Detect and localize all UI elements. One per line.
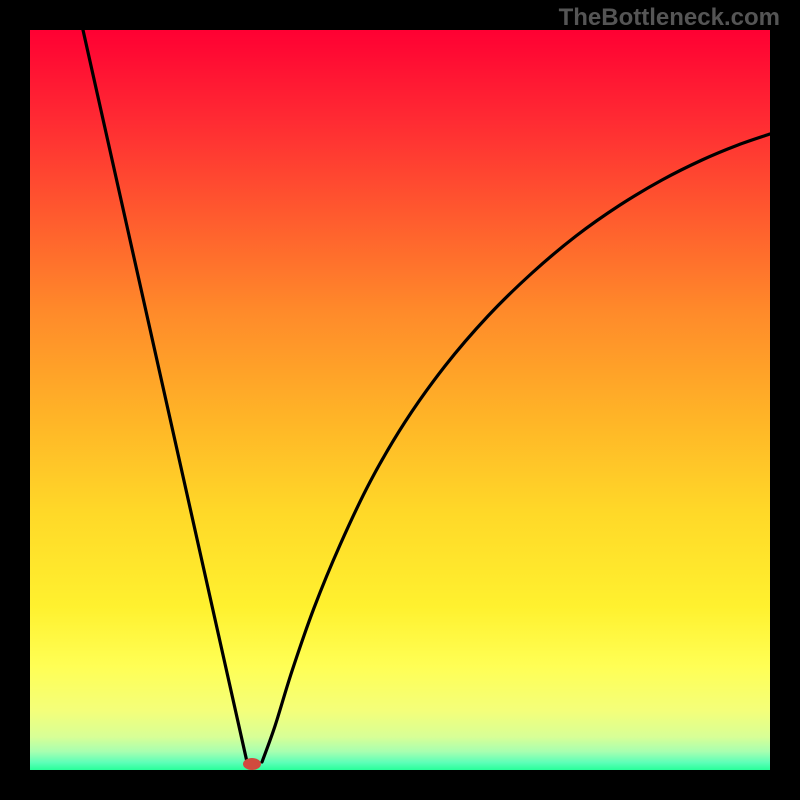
curve-layer	[30, 30, 770, 770]
plot-region	[30, 30, 770, 770]
curve-left-segment	[83, 30, 247, 762]
curve-right-segment	[262, 134, 770, 762]
minimum-marker	[243, 758, 261, 770]
watermark-text: TheBottleneck.com	[559, 4, 780, 32]
